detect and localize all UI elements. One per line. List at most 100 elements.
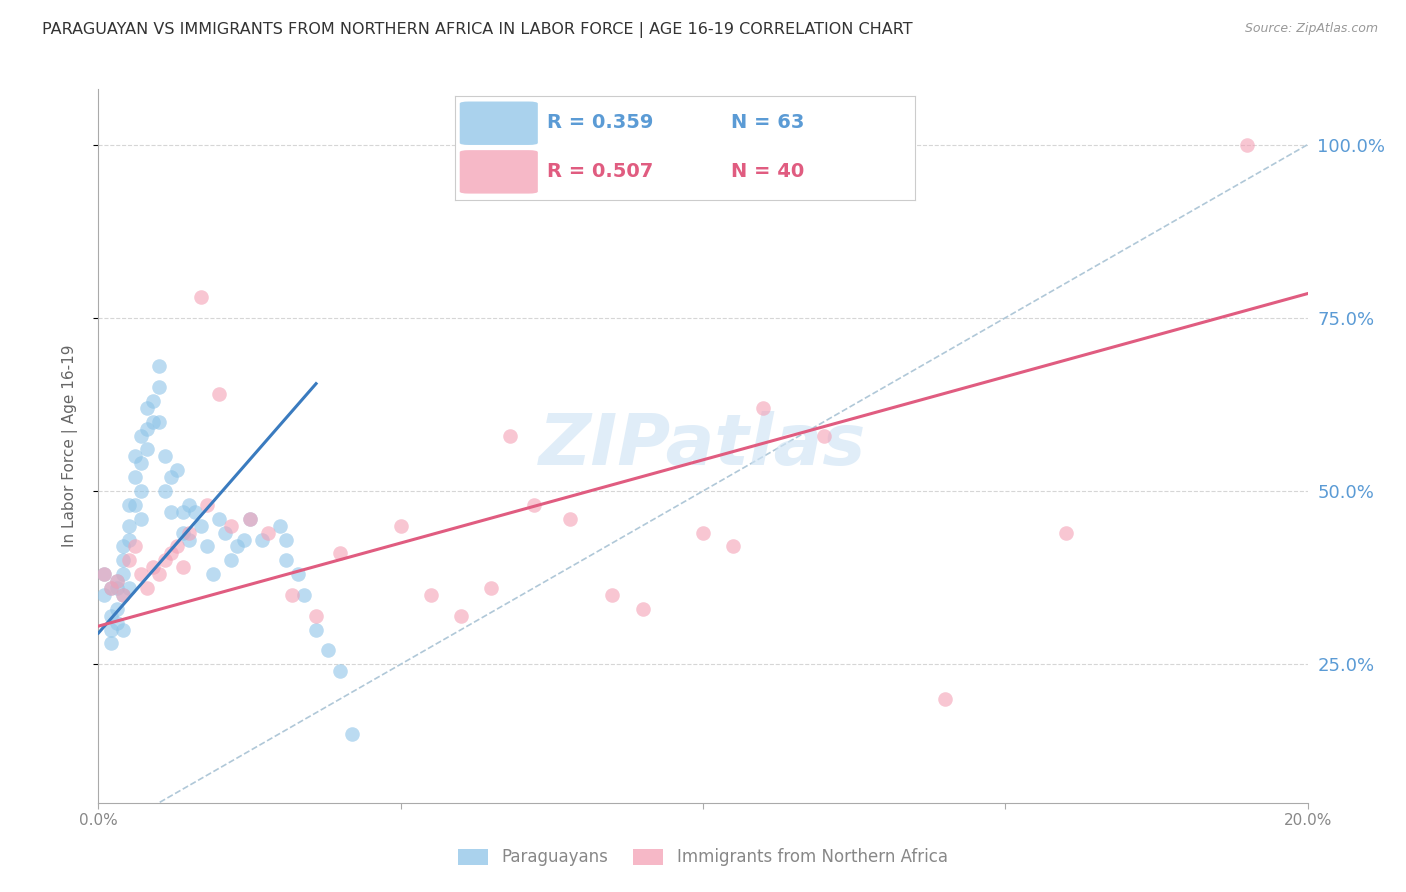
Point	[129, 567, 152, 582]
Point	[172, 525, 194, 540]
Point	[498, 428, 520, 442]
Point	[124, 540, 146, 554]
Point	[118, 498, 141, 512]
Point	[208, 512, 231, 526]
Point	[226, 540, 249, 554]
Text: ZIPatlas: ZIPatlas	[540, 411, 866, 481]
Point	[105, 574, 128, 588]
Point	[118, 553, 141, 567]
Point	[221, 553, 243, 567]
Point	[93, 588, 115, 602]
Legend: Paraguayans, Immigrants from Northern Africa: Paraguayans, Immigrants from Northern Af…	[450, 840, 956, 875]
Point	[100, 623, 122, 637]
Point	[389, 518, 412, 533]
Point	[602, 588, 624, 602]
Point	[179, 525, 201, 540]
Point	[148, 415, 170, 429]
Point	[142, 560, 165, 574]
Point	[142, 394, 165, 409]
Point	[292, 588, 315, 602]
Point	[135, 401, 157, 415]
Point	[142, 415, 165, 429]
Point	[124, 498, 146, 512]
Point	[450, 608, 472, 623]
Point	[129, 483, 152, 498]
Point	[274, 533, 297, 547]
Point	[287, 567, 309, 582]
Point	[153, 450, 176, 464]
Point	[305, 608, 328, 623]
Text: Source: ZipAtlas.com: Source: ZipAtlas.com	[1244, 22, 1378, 36]
Point	[250, 533, 273, 547]
Point	[111, 540, 134, 554]
Point	[160, 546, 183, 560]
Point	[166, 463, 188, 477]
Point	[202, 567, 225, 582]
Point	[214, 525, 236, 540]
Point	[269, 518, 291, 533]
Point	[172, 505, 194, 519]
Point	[813, 428, 835, 442]
Point	[111, 567, 134, 582]
Point	[105, 574, 128, 588]
Point	[166, 540, 188, 554]
Point	[100, 581, 122, 595]
Point	[153, 553, 176, 567]
Point	[195, 540, 218, 554]
Point	[256, 525, 278, 540]
Point	[153, 483, 176, 498]
Point	[232, 533, 254, 547]
Point	[481, 581, 503, 595]
Point	[105, 602, 128, 616]
Point	[274, 553, 297, 567]
Point	[148, 359, 170, 374]
Point	[221, 518, 243, 533]
Point	[172, 560, 194, 574]
Point	[118, 581, 141, 595]
Point	[239, 512, 262, 526]
Point	[1054, 525, 1077, 540]
Point	[135, 442, 157, 457]
Point	[135, 581, 157, 595]
Point	[190, 518, 212, 533]
Point	[111, 588, 134, 602]
Point	[305, 623, 328, 637]
Point	[631, 602, 654, 616]
Text: PARAGUAYAN VS IMMIGRANTS FROM NORTHERN AFRICA IN LABOR FORCE | AGE 16-19 CORRELA: PARAGUAYAN VS IMMIGRANTS FROM NORTHERN A…	[42, 22, 912, 38]
Point	[93, 567, 115, 582]
Point	[129, 428, 152, 442]
Point	[111, 553, 134, 567]
Point	[105, 615, 128, 630]
Point	[111, 623, 134, 637]
Point	[184, 505, 207, 519]
Point	[93, 567, 115, 582]
Point	[179, 533, 201, 547]
Point	[208, 387, 231, 401]
Point	[148, 567, 170, 582]
Point	[420, 588, 443, 602]
Point	[523, 498, 546, 512]
Point	[148, 380, 170, 394]
Point	[1236, 137, 1258, 152]
Point	[129, 512, 152, 526]
Point	[135, 422, 157, 436]
Point	[239, 512, 262, 526]
Point	[179, 498, 201, 512]
Point	[329, 546, 352, 560]
Point	[342, 726, 364, 740]
Point	[281, 588, 304, 602]
Point	[723, 540, 745, 554]
Point	[129, 456, 152, 470]
Point	[934, 691, 956, 706]
Point	[160, 470, 183, 484]
Point	[105, 581, 128, 595]
Point	[752, 401, 775, 415]
Point	[160, 505, 183, 519]
Point	[316, 643, 339, 657]
Point	[118, 533, 141, 547]
Point	[329, 664, 352, 678]
Point	[100, 581, 122, 595]
Point	[195, 498, 218, 512]
Point	[100, 636, 122, 650]
Point	[118, 518, 141, 533]
